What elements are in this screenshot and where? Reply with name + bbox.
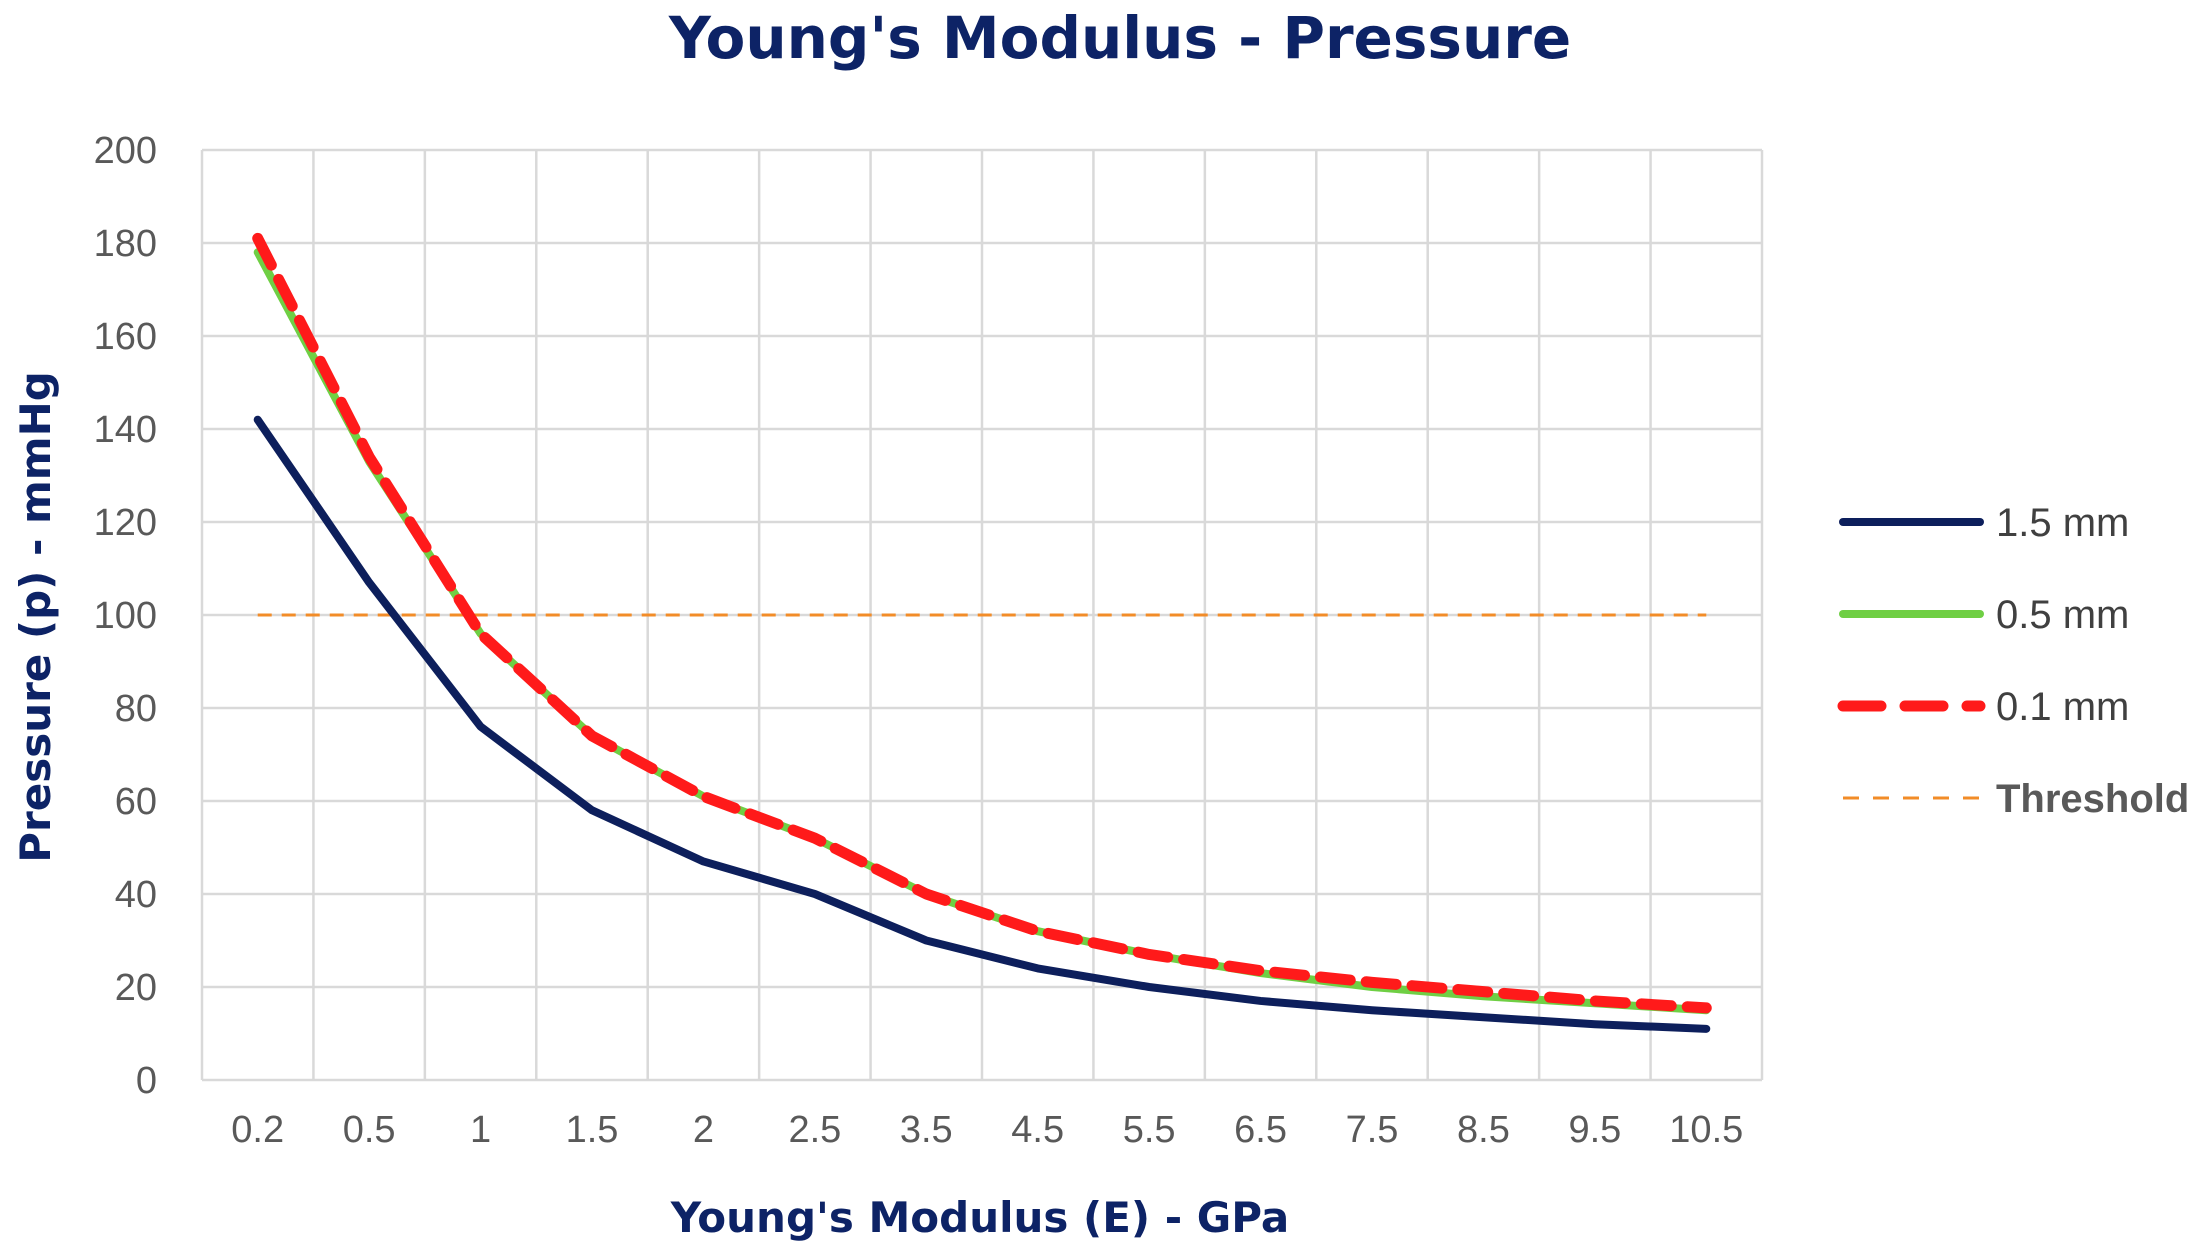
x-tick-label: 4.5	[1011, 1109, 1064, 1151]
x-tick-label: 1.5	[566, 1109, 619, 1151]
y-tick-label: 160	[94, 316, 157, 358]
y-tick-label: 100	[94, 595, 157, 637]
legend-label: Threshold	[1996, 777, 2189, 821]
series-line-1-5-mm	[253, 415, 1711, 1033]
y-tick-label: 140	[94, 409, 157, 451]
y-tick-label: 200	[94, 130, 157, 172]
legend-label: 0.5 mm	[1996, 593, 2129, 637]
x-tick-label: 10.5	[1669, 1109, 1743, 1151]
x-tick-label: 8.5	[1457, 1109, 1510, 1151]
y-axis-ticks: 0 20 40 60 80 100 120 140 160 180 200	[94, 130, 157, 1102]
x-axis-title: Young's Modulus (E) - GPa	[670, 1193, 1290, 1242]
x-tick-label: 5.5	[1123, 1109, 1176, 1151]
y-tick-label: 0	[136, 1060, 157, 1102]
y-tick-label: 60	[115, 781, 157, 823]
x-tick-label: 0.2	[231, 1109, 284, 1151]
y-tick-label: 80	[115, 688, 157, 730]
series-line-0-1-mm	[252, 232, 1712, 1014]
x-tick-label: 3.5	[900, 1109, 953, 1151]
chart-title: Young's Modulus - Pressure	[668, 4, 1571, 72]
y-tick-label: 180	[94, 223, 157, 265]
x-tick-label: 7.5	[1346, 1109, 1399, 1151]
y-tick-label: 120	[94, 502, 157, 544]
legend-label: 0.1 mm	[1996, 685, 2129, 729]
x-tick-label: 0.5	[343, 1109, 396, 1151]
x-axis-ticks: 0.2 0.5 1 1.5 2 2.5 3.5 4.5 5.5 6.5 7.5 8.5 9.5 10.5	[231, 1109, 1743, 1151]
y-tick-label: 40	[115, 874, 157, 916]
legend-label: 1.5 mm	[1996, 501, 2129, 545]
x-tick-label: 2.5	[788, 1109, 841, 1151]
y-tick-label: 20	[115, 967, 157, 1009]
y-axis-title: Pressure (p) - mmHg	[11, 371, 60, 863]
x-tick-label: 1	[470, 1109, 491, 1151]
x-tick-label: 9.5	[1568, 1109, 1621, 1151]
series-lines	[252, 232, 1712, 1033]
x-tick-label: 6.5	[1234, 1109, 1287, 1151]
x-tick-label: 2	[693, 1109, 714, 1151]
legend: 1.5 mm 0.5 mm 0.1 mm Threshold	[1837, 501, 2189, 821]
